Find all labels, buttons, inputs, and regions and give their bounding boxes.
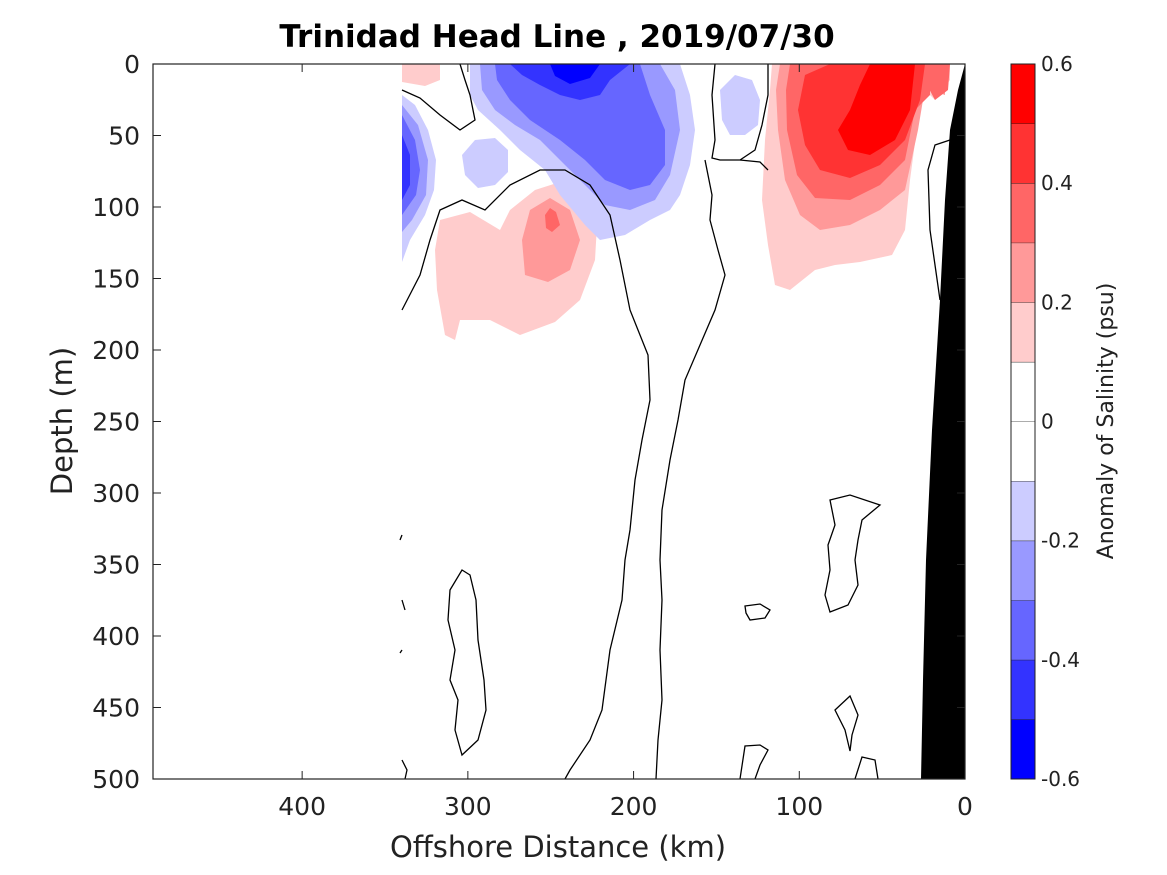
x-tick-label: 100 bbox=[775, 792, 823, 821]
colorbar-swatch bbox=[1011, 64, 1035, 124]
colorbar-label: Anomaly of Salinity (psu) bbox=[1094, 283, 1119, 560]
negative-anomaly-contour bbox=[720, 75, 760, 135]
positive-anomaly-contour bbox=[402, 64, 440, 86]
y-tick-label: 150 bbox=[92, 265, 140, 294]
y-tick-label: 200 bbox=[92, 336, 140, 365]
chart-title: Trinidad Head Line , 2019/07/30 bbox=[279, 19, 834, 55]
y-tick-label: 50 bbox=[108, 122, 140, 151]
y-axis: 0 50 100 150 200 250 300 350 400 450 500 bbox=[92, 50, 965, 794]
y-tick-label: 100 bbox=[92, 193, 140, 222]
positive-anomaly-contour bbox=[925, 64, 950, 100]
negative-anomaly-contour bbox=[495, 64, 665, 190]
negative-anomaly-contour bbox=[550, 64, 600, 84]
colorbar-swatch bbox=[1011, 302, 1035, 362]
colorbar-swatch bbox=[1011, 600, 1035, 660]
negative-anomaly-contour bbox=[462, 138, 508, 188]
colorbar-tick-label: -0.4 bbox=[1041, 648, 1080, 672]
colorbar-ticks: 0.6 0.4 0.2 0 -0.2 -0.4 -0.6 bbox=[1041, 52, 1080, 791]
colorbar-frame bbox=[1010, 63, 1036, 780]
positive-anomaly-contour bbox=[545, 208, 560, 232]
colorbar-swatch bbox=[1011, 183, 1035, 243]
contour-field bbox=[399, 64, 965, 779]
y-axis-label: Depth (m) bbox=[45, 347, 79, 495]
colorbar-swatch bbox=[1011, 421, 1035, 482]
colorbar-tick-label: 0.6 bbox=[1041, 52, 1073, 76]
colorbar-tick-label: -0.2 bbox=[1041, 529, 1080, 553]
colorbar-tick-label: -0.6 bbox=[1041, 767, 1080, 791]
colorbar-tick-label: 0.4 bbox=[1041, 171, 1073, 195]
positive-anomaly-contour bbox=[838, 64, 915, 155]
colorbar bbox=[1011, 63, 1035, 779]
colorbar-swatch bbox=[1011, 659, 1035, 720]
y-tick-label: 400 bbox=[92, 622, 140, 651]
seafloor-bathymetry bbox=[921, 64, 965, 779]
zero-contour-lines bbox=[399, 64, 951, 779]
y-tick-label: 250 bbox=[92, 408, 140, 437]
colorbar-swatch bbox=[1011, 123, 1035, 184]
y-tick-label: 450 bbox=[92, 694, 140, 723]
y-tick-label: 350 bbox=[92, 551, 140, 580]
negative-anomaly-contour bbox=[402, 135, 410, 200]
colorbar-swatch bbox=[1011, 481, 1035, 541]
x-tick-label: 0 bbox=[957, 792, 973, 821]
x-tick-label: 200 bbox=[610, 792, 658, 821]
x-tick-label: 400 bbox=[278, 792, 326, 821]
colorbar-swatch bbox=[1011, 540, 1035, 601]
colorbar-tick-label: 0.2 bbox=[1041, 290, 1073, 314]
positive-anomaly-contour bbox=[522, 198, 580, 282]
colorbar-swatch bbox=[1011, 719, 1035, 779]
colorbar-tick-label: 0 bbox=[1041, 410, 1054, 434]
x-tick-label: 300 bbox=[444, 792, 492, 821]
x-axis-label: Offshore Distance (km) bbox=[390, 830, 726, 864]
y-tick-label: 500 bbox=[92, 765, 140, 794]
colorbar-swatch bbox=[1011, 361, 1035, 422]
x-axis: 400 300 200 100 0 bbox=[278, 64, 973, 821]
y-tick-label: 300 bbox=[92, 479, 140, 508]
colorbar-swatch bbox=[1011, 242, 1035, 303]
y-tick-label: 0 bbox=[124, 50, 140, 79]
